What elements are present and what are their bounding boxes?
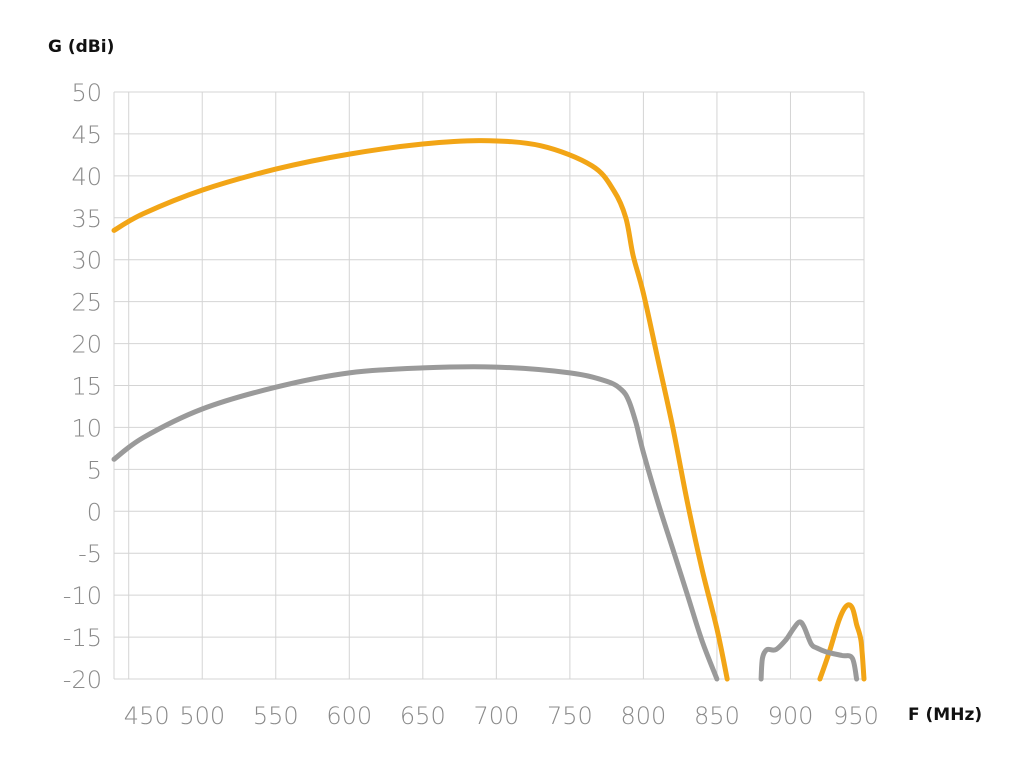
x-tick-label: 950 xyxy=(833,702,879,730)
series-1-line-segment-1 xyxy=(111,138,730,682)
y-axis-title: G (dBi) xyxy=(48,37,114,57)
x-axis-title: F (MHz) xyxy=(908,705,982,725)
y-tick-label: 50 xyxy=(71,79,102,107)
y-tick-label: 45 xyxy=(71,121,102,149)
y-tick-label: 15 xyxy=(71,373,102,401)
x-tick-label: 550 xyxy=(253,702,299,730)
x-tick-label: 700 xyxy=(473,702,519,730)
x-tick-label: 900 xyxy=(768,702,814,730)
y-tick-label: -5 xyxy=(78,540,102,568)
y-tick-label: 10 xyxy=(71,414,102,442)
y-tick-label: 20 xyxy=(71,331,102,359)
series-2-line-segment-1 xyxy=(111,364,720,682)
x-tick-label: 600 xyxy=(326,702,372,730)
x-tick-label: 800 xyxy=(621,702,667,730)
y-tick-label: 35 xyxy=(71,205,102,233)
x-tick-label: 750 xyxy=(547,702,593,730)
x-tick-label: 850 xyxy=(694,702,740,730)
series-layer xyxy=(111,138,867,682)
y-tick-label: 0 xyxy=(87,498,102,526)
y-tick-label: -15 xyxy=(63,624,102,652)
y-tick-label: 40 xyxy=(71,163,102,191)
y-tick-label: 25 xyxy=(71,289,102,317)
x-tick-label: 500 xyxy=(179,702,225,730)
x-tick-label: 450 xyxy=(124,702,170,730)
series-2-line-segment-2 xyxy=(758,619,860,682)
y-tick-label: -20 xyxy=(63,666,102,694)
y-tick-label: -10 xyxy=(63,582,102,610)
y-tick-label: 30 xyxy=(71,247,102,275)
grid xyxy=(113,91,865,680)
x-tick-label: 650 xyxy=(400,702,446,730)
y-tick-label: 5 xyxy=(87,456,102,484)
